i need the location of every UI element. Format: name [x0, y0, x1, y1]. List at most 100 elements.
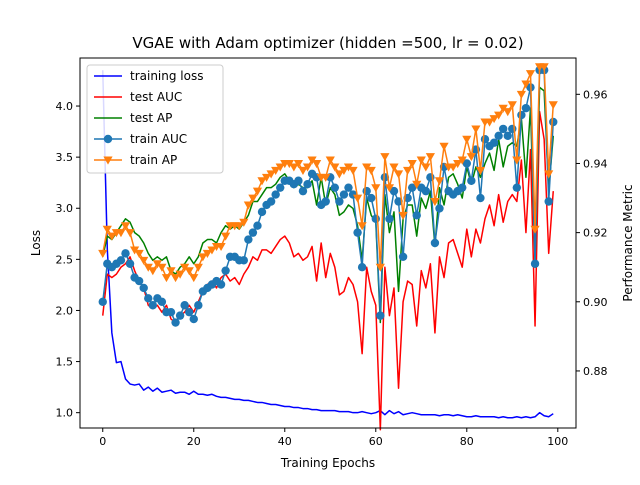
point-train-ap — [398, 211, 408, 220]
point-train-ap — [503, 108, 513, 117]
point-train-auc — [166, 307, 176, 317]
point-train-auc — [244, 235, 253, 244]
point-train-auc — [412, 211, 421, 220]
y-tick-label: 2.0 — [56, 304, 74, 317]
point-train-ap — [98, 249, 108, 258]
y2-axis-label: Performance Metric — [621, 184, 635, 301]
point-train-auc — [544, 197, 553, 206]
point-train-auc — [367, 193, 376, 203]
point-train-ap — [239, 218, 249, 227]
point-train-auc — [180, 301, 189, 310]
line-training-loss — [102, 70, 554, 419]
legend-label: test AUC — [130, 90, 182, 104]
point-train-ap — [180, 263, 190, 272]
x-tick-label: 20 — [187, 435, 201, 448]
point-train-ap — [475, 166, 486, 175]
point-train-auc — [216, 280, 226, 289]
legend-item-train-auc: train AUC — [94, 132, 187, 146]
legend-item-test-auc: test AUC — [94, 90, 182, 104]
point-train-auc — [371, 214, 380, 223]
point-train-auc — [116, 256, 126, 265]
point-train-ap — [425, 153, 435, 162]
legend-item-train-ap: train AP — [94, 153, 177, 167]
point-train-auc — [139, 283, 148, 293]
point-train-ap — [457, 156, 467, 165]
point-train-ap — [412, 180, 422, 189]
point-train-ap — [389, 163, 399, 172]
point-train-auc — [489, 138, 499, 147]
point-train-auc — [480, 135, 490, 144]
point-train-ap — [193, 263, 203, 272]
point-train-auc — [248, 228, 258, 237]
point-train-ap — [489, 115, 499, 124]
point-train-auc — [398, 252, 408, 262]
x-tick-label: 0 — [99, 435, 106, 448]
point-train-ap — [207, 246, 217, 255]
point-train-ap — [462, 135, 472, 144]
point-train-ap — [521, 80, 531, 89]
legend-label: test AP — [130, 111, 172, 125]
point-train-auc — [148, 301, 158, 310]
legend-item-test-ap: test AP — [94, 111, 172, 125]
y-tick-label: 3.0 — [56, 202, 74, 215]
point-train-ap — [202, 249, 213, 258]
point-train-auc — [430, 238, 440, 248]
series-train-ap — [98, 63, 558, 283]
point-train-auc — [353, 228, 362, 237]
point-train-ap — [530, 225, 540, 234]
y-tick-label: 2.5 — [56, 253, 74, 266]
point-train-ap — [261, 173, 272, 182]
point-train-auc — [344, 183, 353, 192]
point-train-ap — [393, 170, 404, 179]
point-train-ap — [466, 153, 476, 162]
point-train-auc — [276, 183, 285, 192]
point-train-ap — [184, 267, 194, 276]
point-train-ap — [307, 156, 317, 165]
point-train-ap — [453, 160, 463, 169]
point-train-ap — [380, 153, 390, 162]
plot-frame — [79, 57, 577, 429]
point-train-ap — [325, 156, 335, 165]
point-train-auc — [462, 159, 471, 168]
point-train-ap — [166, 267, 176, 276]
point-train-auc — [498, 124, 508, 134]
point-train-auc — [335, 197, 344, 206]
point-train-ap — [271, 166, 281, 175]
point-train-auc — [144, 294, 153, 303]
point-train-ap — [161, 274, 172, 283]
point-train-auc — [549, 117, 558, 127]
point-train-auc — [189, 314, 198, 324]
point-train-auc — [125, 259, 135, 268]
point-train-auc — [185, 307, 194, 317]
point-train-ap — [407, 160, 417, 169]
point-train-ap — [275, 163, 285, 172]
point-train-auc — [339, 190, 349, 199]
point-train-auc — [171, 318, 180, 327]
point-train-auc — [271, 190, 280, 199]
point-train-auc — [521, 103, 531, 113]
point-train-auc — [407, 183, 417, 192]
point-train-ap — [289, 163, 299, 172]
y-axis-left: 1.0 1.5 2.0 2.5 3.0 3.5 4.0 — [56, 100, 80, 420]
point-train-ap — [170, 274, 181, 283]
y-tick-label: 1.5 — [56, 356, 74, 369]
y2-tick-label: 0.94 — [583, 157, 608, 170]
point-train-ap — [234, 222, 244, 231]
y-tick-label: 1.0 — [56, 407, 74, 420]
legend-marker — [103, 156, 113, 165]
y2-tick-label: 0.96 — [583, 88, 608, 101]
point-train-ap — [548, 101, 558, 110]
point-train-ap — [403, 166, 413, 175]
point-train-ap — [152, 260, 162, 269]
legend-label: train AUC — [130, 132, 187, 146]
legend-label: train AP — [130, 153, 177, 167]
point-train-ap — [321, 173, 331, 182]
point-train-ap — [516, 90, 526, 99]
point-train-auc — [239, 256, 249, 265]
point-train-auc — [266, 197, 276, 206]
point-train-ap — [216, 243, 226, 252]
point-train-ap — [343, 163, 354, 172]
point-train-ap — [148, 267, 158, 276]
